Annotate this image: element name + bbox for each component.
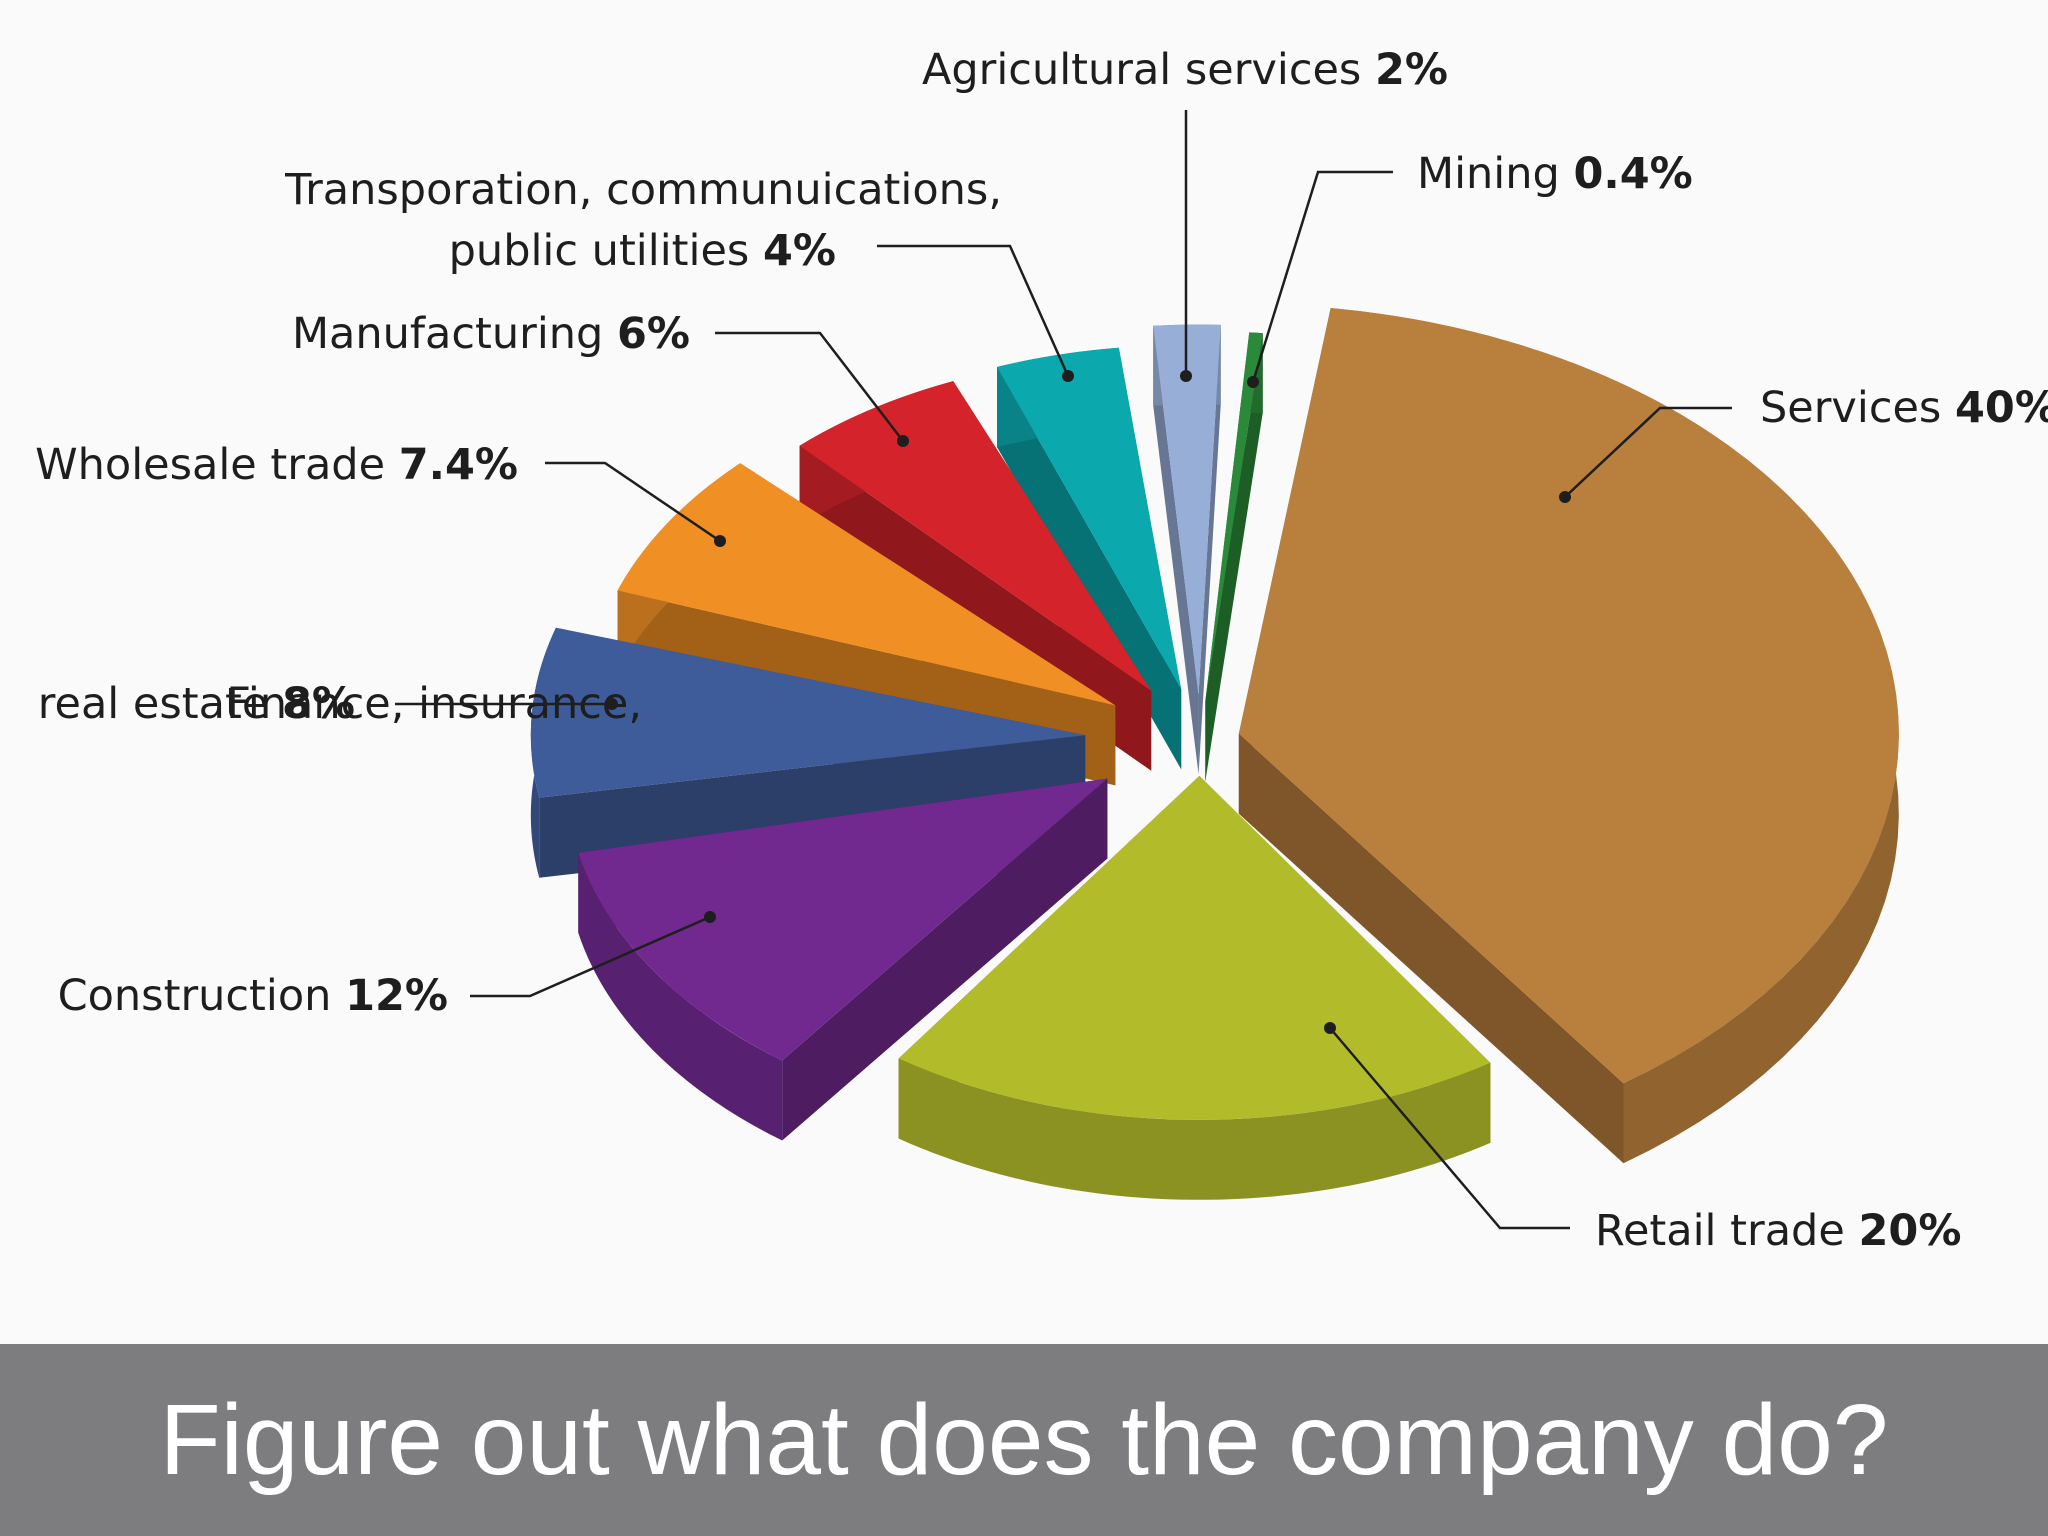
slice-label-text: Mining 0.4% <box>1417 149 1693 199</box>
slice-value: 8% <box>282 679 355 729</box>
pie-slice <box>1205 332 1263 782</box>
leader-dot <box>704 911 716 923</box>
slice-label: Services 40% <box>1559 383 2048 503</box>
slice-label-text: public utilities 4% <box>449 226 836 276</box>
chart-area: Services 40% Retail trade 20% Construction… <box>35 45 2048 1256</box>
slice-label: Agricultural services 2% <box>922 45 1448 382</box>
leader-line <box>545 461 721 543</box>
caption-text: Figure out what does the company do? <box>159 1383 1889 1496</box>
leader-line <box>715 331 904 442</box>
slice-label: Wholesale trade 7.4% <box>35 440 726 547</box>
leader-dot <box>606 698 618 710</box>
slice-value: 7.4% <box>399 440 518 490</box>
pie-slice <box>578 778 1108 1141</box>
slice-value: 12% <box>345 971 448 1021</box>
pie-slice <box>1238 307 1899 1164</box>
pie-chart: Services 40% Retail trade 20% Construction… <box>35 45 2048 1256</box>
slice-label-text: real estate 8% <box>38 679 355 729</box>
slice-label-text: Manufacturing 6% <box>292 309 690 359</box>
slice-label-text: Wholesale trade 7.4% <box>35 440 518 490</box>
leader-dot <box>1180 370 1192 382</box>
leader-dot <box>1062 370 1074 382</box>
slice-label-text: Transporation, communuications, <box>284 165 1002 215</box>
leader-line <box>1329 1027 1570 1230</box>
leader-line <box>470 915 711 998</box>
slice-value: 20% <box>1858 1206 1961 1256</box>
leader-line <box>877 244 1070 377</box>
slice-label: Finance, insurance,real estate 8% <box>38 679 642 729</box>
leader-dot <box>1247 376 1259 388</box>
caption-bar: Figure out what does the company do? <box>0 1344 2048 1536</box>
leader-dot <box>1559 491 1571 503</box>
slice-value: 6% <box>617 309 690 359</box>
slice-label-text: Construction 12% <box>58 971 448 1021</box>
leader-dot <box>1324 1022 1336 1034</box>
leader-line <box>1564 406 1732 498</box>
slice-label: Mining 0.4% <box>1247 149 1693 388</box>
slice-value: 2% <box>1375 45 1448 95</box>
leader-dot <box>714 535 726 547</box>
slice-value: 40% <box>1955 383 2048 433</box>
slice-label: Transporation, communuications, public ut… <box>284 165 1074 382</box>
leader-dot <box>897 435 909 447</box>
slice-value: 0.4% <box>1573 149 1692 199</box>
slice-label-text: Services 40% <box>1760 383 2048 433</box>
slice-label-text: Agricultural services 2% <box>922 45 1448 95</box>
slice-label: Retail trade 20% <box>1324 1022 1961 1256</box>
slice-label-text: Finance, insurance, <box>226 679 642 729</box>
slice-label: Construction 12% <box>58 911 716 1021</box>
slice-value: 4% <box>763 226 836 276</box>
slice-label: Manufacturing 6% <box>292 309 909 447</box>
pie-slice <box>898 775 1491 1200</box>
slice-label-text: Retail trade 20% <box>1595 1206 1961 1256</box>
leader-line <box>1251 170 1393 383</box>
